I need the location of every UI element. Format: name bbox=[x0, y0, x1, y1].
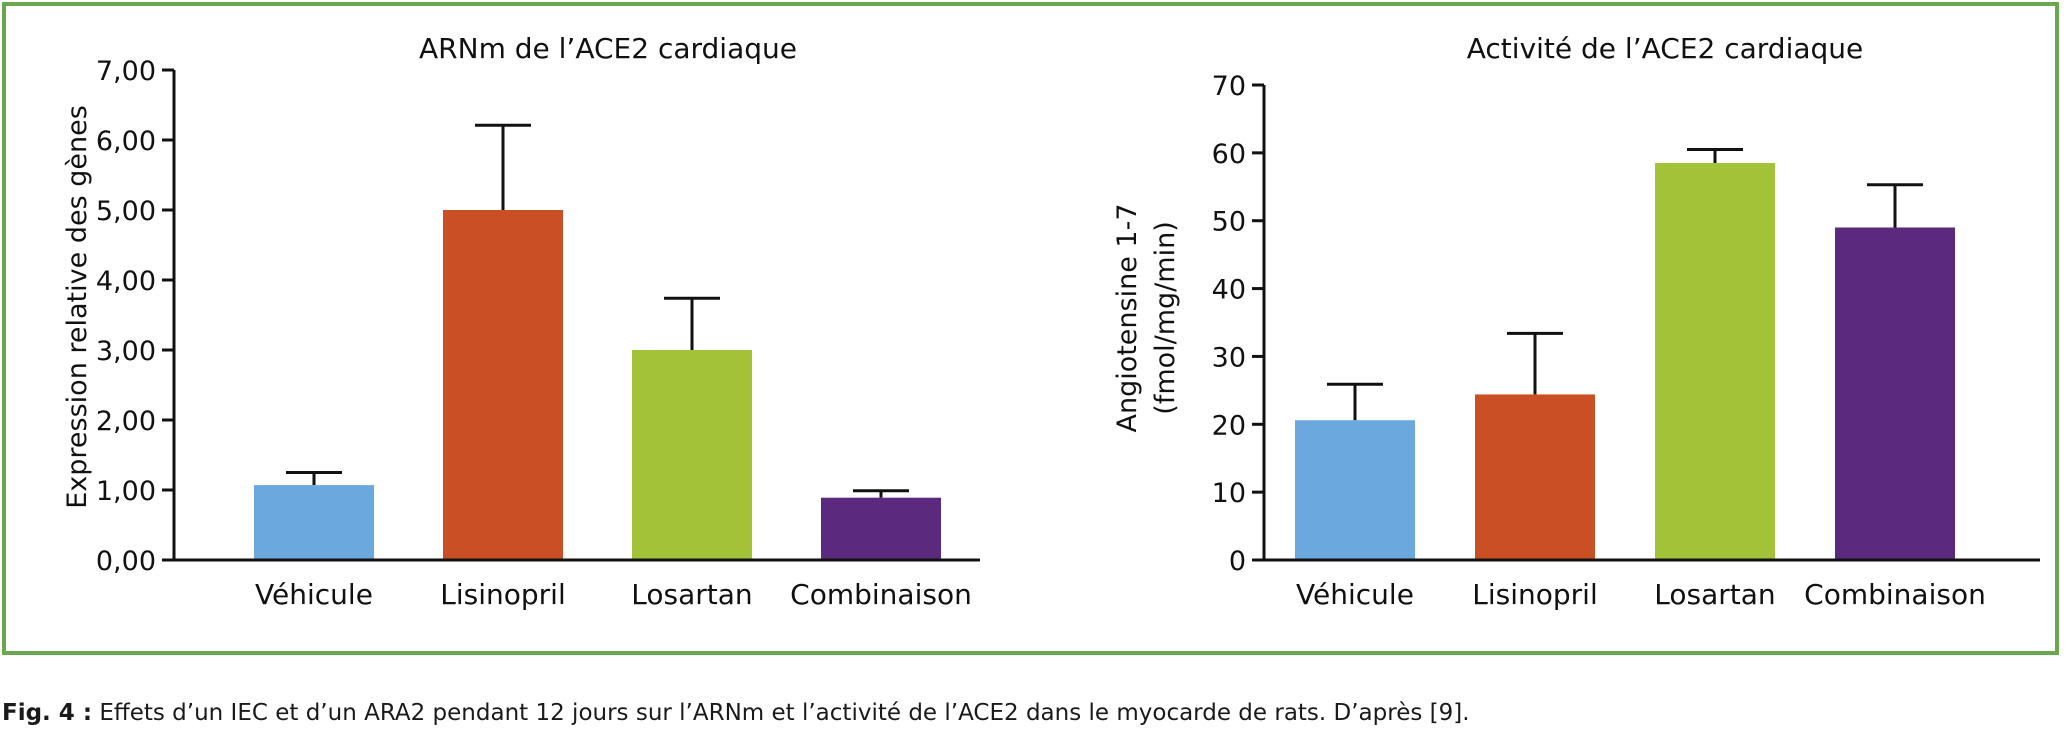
bar-lisinopril bbox=[1475, 394, 1595, 559]
y-tick-label: 2,00 bbox=[96, 406, 156, 437]
y-tick-label: 20 bbox=[1212, 410, 1246, 441]
y-tick-label: 6,00 bbox=[96, 126, 156, 157]
bar-lisinopril bbox=[443, 210, 563, 559]
x-tick-label: Combinaison bbox=[1804, 578, 1986, 611]
x-tick-label: Lisinopril bbox=[440, 578, 565, 611]
y-tick-label: 0 bbox=[1229, 546, 1246, 577]
bar-losartan bbox=[1655, 163, 1775, 559]
chart-title: ARNm de l’ACE2 cardiaque bbox=[419, 32, 797, 65]
bar-véhicule bbox=[254, 485, 374, 559]
x-tick-label: Véhicule bbox=[255, 578, 373, 611]
y-tick-label: 70 bbox=[1212, 71, 1246, 102]
x-tick-label: Véhicule bbox=[1296, 578, 1414, 611]
y-axis-label: Angiotensine 1-7 bbox=[1112, 203, 1143, 432]
bar-combinaison bbox=[1835, 227, 1955, 559]
y-tick-label: 3,00 bbox=[96, 336, 156, 367]
bar-véhicule bbox=[1295, 420, 1415, 559]
chart-arnm-ace2: ARNm de l’ACE2 cardiaque Expression rela… bbox=[62, 32, 980, 611]
x-tick-label: Losartan bbox=[1654, 578, 1775, 611]
y-tick-label: 30 bbox=[1212, 342, 1246, 373]
y-tick-label: 7,00 bbox=[96, 56, 156, 87]
y-axis-label: Expression relative des gènes bbox=[62, 105, 93, 509]
x-tick-label: Combinaison bbox=[790, 578, 972, 611]
caption-text: Effets d’un IEC et d’un ARA2 pendant 12 … bbox=[92, 700, 1470, 726]
chart-activite-ace2: Activité de l’ACE2 cardiaque Angiotensin… bbox=[1112, 32, 2040, 611]
y-tick-label: 4,00 bbox=[96, 266, 156, 297]
bar-losartan bbox=[632, 350, 752, 559]
y-tick-label: 5,00 bbox=[96, 196, 156, 227]
y-tick-label: 60 bbox=[1212, 139, 1246, 170]
figure-caption: Fig. 4 : Effets d’un IEC et d’un ARA2 pe… bbox=[2, 700, 1470, 726]
caption-label: Fig. 4 : bbox=[2, 700, 93, 726]
y-tick-label: 1,00 bbox=[96, 476, 156, 507]
charts-canvas: ARNm de l’ACE2 cardiaque Expression rela… bbox=[62, 32, 2040, 611]
y-tick-label: 50 bbox=[1212, 207, 1246, 238]
y-tick-label: 0,00 bbox=[96, 546, 156, 577]
bar-combinaison bbox=[821, 497, 941, 559]
x-tick-label: Lisinopril bbox=[1472, 578, 1597, 611]
y-tick-label: 40 bbox=[1212, 275, 1246, 306]
y-axis-label-unit: (fmol/mg/min) bbox=[1150, 221, 1181, 414]
chart-title: Activité de l’ACE2 cardiaque bbox=[1467, 32, 1864, 65]
y-tick-label: 10 bbox=[1212, 478, 1246, 509]
x-tick-label: Losartan bbox=[631, 578, 752, 611]
